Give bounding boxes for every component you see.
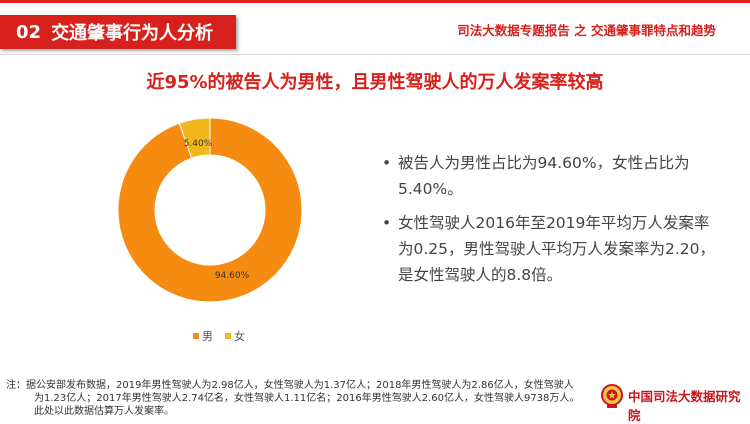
footnote-line: 此处以此数据估算万人发案率。 — [34, 406, 174, 417]
gender-donut-chart: 94.60% 5.40% — [117, 117, 303, 303]
bullet-item: • 被告人为男性占比为94.60%，女性占比为5.40%。 — [382, 150, 717, 202]
header-divider — [0, 54, 750, 55]
slide-headline: 近95%的被告人为男性，且男性驾驶人的万人发案率较高 — [146, 72, 604, 93]
legend-item-male: 男 — [193, 328, 213, 344]
data-label-male: 94.60% — [215, 271, 250, 281]
bullet-text: 被告人为男性占比为94.60%，女性占比为5.40%。 — [398, 154, 690, 198]
report-title: 司法大数据专题报告 之 交通肇事罪特点和趋势 — [457, 23, 716, 38]
footnote-line: 注：据公安部发布数据，2019年男性驾驶人为2.98亿人，女性驾驶人为1.37亿… — [6, 380, 574, 391]
slice-female — [178, 117, 211, 159]
section-title: 交通肇事行为人分析 — [51, 23, 214, 44]
data-label-female: 5.40% — [184, 139, 213, 149]
court-emblem-icon — [601, 384, 623, 408]
bullet-dot-icon: • — [382, 214, 392, 232]
organization-name: 中国司法大数据研究院 — [628, 389, 741, 423]
legend-swatch-female — [225, 333, 231, 339]
chart-legend: 男 女 — [193, 328, 245, 344]
top-stripe — [0, 0, 750, 3]
bullet-item: • 女性驾驶人2016年至2019年平均万人发案率为0.25，男性驾驶人平均万人… — [382, 210, 717, 288]
section-header: 02 交通肇事行为人分析 — [0, 15, 236, 49]
slice-male — [117, 117, 303, 303]
legend-label-male: 男 — [202, 330, 213, 343]
legend-label-female: 女 — [234, 330, 245, 343]
legend-swatch-male — [193, 333, 199, 339]
bullet-text: 女性驾驶人2016年至2019年平均万人发案率为0.25，男性驾驶人平均万人发案… — [398, 214, 716, 284]
legend-item-female: 女 — [225, 328, 245, 344]
footnote: 注：据公安部发布数据，2019年男性驾驶人为2.98亿人，女性驾驶人为1.37亿… — [6, 379, 596, 418]
bullet-list: • 被告人为男性占比为94.60%，女性占比为5.40%。 • 女性驾驶人201… — [382, 150, 717, 296]
footnote-line: 为1.23亿人；2017年男性驾驶人2.74亿名，女性驾驶人1.11亿名；201… — [34, 393, 580, 404]
bullet-dot-icon: • — [382, 154, 392, 172]
section-number: 02 — [16, 21, 42, 43]
